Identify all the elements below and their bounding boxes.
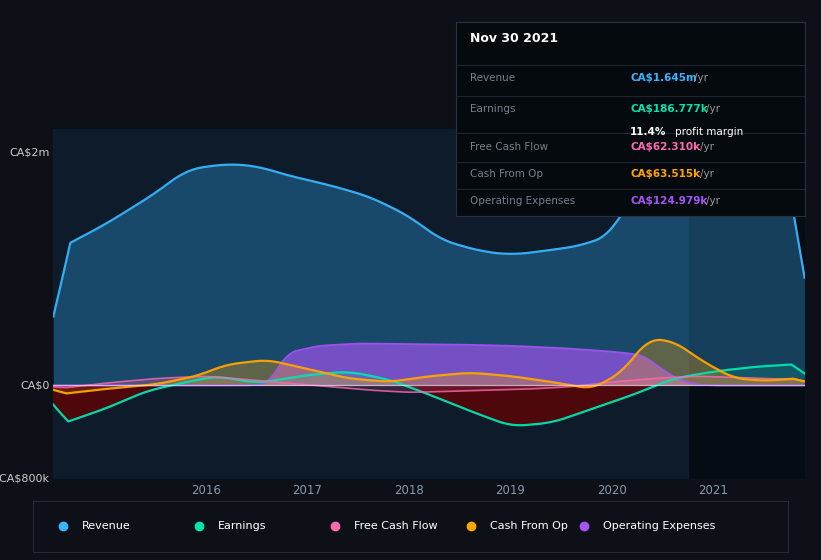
- Text: CA$0: CA$0: [21, 380, 49, 390]
- Text: Cash From Op: Cash From Op: [490, 521, 567, 531]
- Text: /yr: /yr: [706, 197, 720, 206]
- Text: CA$186.777k: CA$186.777k: [631, 104, 708, 114]
- Text: Free Cash Flow: Free Cash Flow: [470, 142, 548, 152]
- Text: CA$63.515k: CA$63.515k: [631, 169, 700, 179]
- Text: Revenue: Revenue: [82, 521, 131, 531]
- Text: Revenue: Revenue: [470, 73, 515, 83]
- Text: /yr: /yr: [694, 73, 708, 83]
- Text: 11.4%: 11.4%: [631, 127, 667, 137]
- Text: Cash From Op: Cash From Op: [470, 169, 543, 179]
- Text: /yr: /yr: [699, 142, 714, 152]
- Text: CA$62.310k: CA$62.310k: [631, 142, 700, 152]
- Bar: [53, 129, 688, 479]
- Text: Nov 30 2021: Nov 30 2021: [470, 32, 557, 45]
- Text: Operating Expenses: Operating Expenses: [470, 197, 575, 206]
- Text: Free Cash Flow: Free Cash Flow: [354, 521, 438, 531]
- Bar: [688, 129, 805, 479]
- Text: CA$1.645m: CA$1.645m: [631, 73, 697, 83]
- Text: profit margin: profit margin: [676, 127, 744, 137]
- Text: CA$2m: CA$2m: [9, 147, 49, 157]
- Text: Earnings: Earnings: [218, 521, 266, 531]
- Text: Earnings: Earnings: [470, 104, 515, 114]
- Text: Operating Expenses: Operating Expenses: [603, 521, 715, 531]
- Text: -CA$800k: -CA$800k: [0, 474, 49, 484]
- Text: /yr: /yr: [699, 169, 714, 179]
- Text: CA$124.979k: CA$124.979k: [631, 197, 708, 206]
- Text: /yr: /yr: [706, 104, 720, 114]
